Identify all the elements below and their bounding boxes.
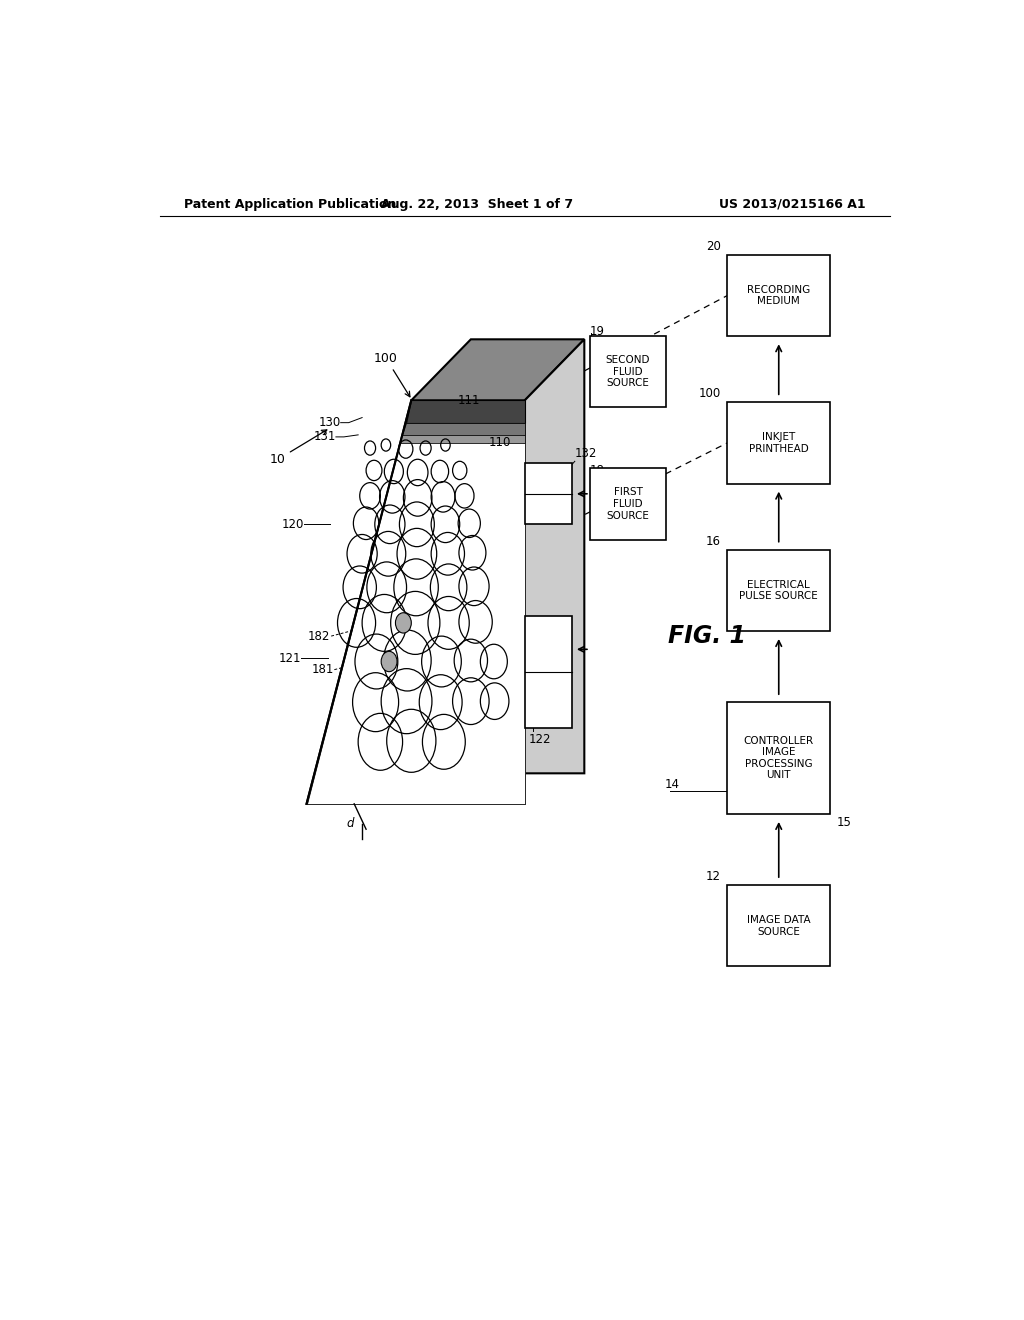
- Text: CONTROLLER
IMAGE
PROCESSING
UNIT: CONTROLLER IMAGE PROCESSING UNIT: [743, 735, 814, 780]
- Text: 111: 111: [458, 395, 480, 408]
- Bar: [590, 337, 666, 408]
- Text: 14: 14: [665, 777, 680, 791]
- Text: SECOND
FLUID
SOURCE: SECOND FLUID SOURCE: [606, 355, 650, 388]
- Text: 20: 20: [706, 240, 721, 253]
- Polygon shape: [412, 339, 585, 400]
- Text: FIG. 1: FIG. 1: [668, 624, 745, 648]
- Bar: [727, 549, 830, 631]
- Text: 181: 181: [312, 663, 334, 676]
- Text: IMAGE DATA
SOURCE: IMAGE DATA SOURCE: [746, 915, 811, 937]
- Text: US 2013/0215166 A1: US 2013/0215166 A1: [720, 198, 866, 211]
- Bar: [590, 469, 666, 540]
- Text: ELECTRICAL
PULSE SOURCE: ELECTRICAL PULSE SOURCE: [739, 579, 818, 601]
- Text: 18: 18: [590, 463, 605, 477]
- Polygon shape: [306, 400, 524, 804]
- Text: 132: 132: [574, 447, 597, 461]
- Polygon shape: [524, 339, 585, 774]
- Text: 120: 120: [282, 517, 304, 531]
- Text: FIRST
FLUID
SOURCE: FIRST FLUID SOURCE: [606, 487, 649, 520]
- Text: 131: 131: [313, 430, 336, 444]
- Text: 130: 130: [318, 416, 341, 429]
- Bar: [727, 702, 830, 814]
- Polygon shape: [402, 422, 524, 434]
- Circle shape: [395, 612, 412, 634]
- Polygon shape: [306, 444, 524, 804]
- Text: 121: 121: [279, 652, 301, 665]
- Polygon shape: [524, 463, 572, 524]
- Text: 182: 182: [308, 630, 331, 643]
- Text: 122: 122: [528, 733, 551, 746]
- Text: d: d: [346, 817, 354, 830]
- Text: 15: 15: [837, 816, 852, 829]
- Text: 19: 19: [590, 325, 605, 338]
- Circle shape: [381, 651, 397, 672]
- Text: 110: 110: [489, 437, 511, 450]
- Polygon shape: [524, 615, 572, 727]
- Text: 12: 12: [706, 870, 721, 883]
- Text: 100: 100: [698, 387, 721, 400]
- Text: 100: 100: [374, 351, 410, 397]
- Text: RECORDING
MEDIUM: RECORDING MEDIUM: [748, 285, 810, 306]
- Text: 16: 16: [706, 535, 721, 548]
- Bar: [727, 403, 830, 483]
- Text: INKJET
PRINTHEAD: INKJET PRINTHEAD: [749, 432, 809, 454]
- Bar: [727, 255, 830, 337]
- Text: Patent Application Publication: Patent Application Publication: [183, 198, 396, 211]
- Bar: [727, 886, 830, 966]
- Text: Aug. 22, 2013  Sheet 1 of 7: Aug. 22, 2013 Sheet 1 of 7: [381, 198, 573, 211]
- Polygon shape: [406, 400, 524, 422]
- Text: 10: 10: [269, 430, 327, 466]
- Polygon shape: [400, 434, 524, 444]
